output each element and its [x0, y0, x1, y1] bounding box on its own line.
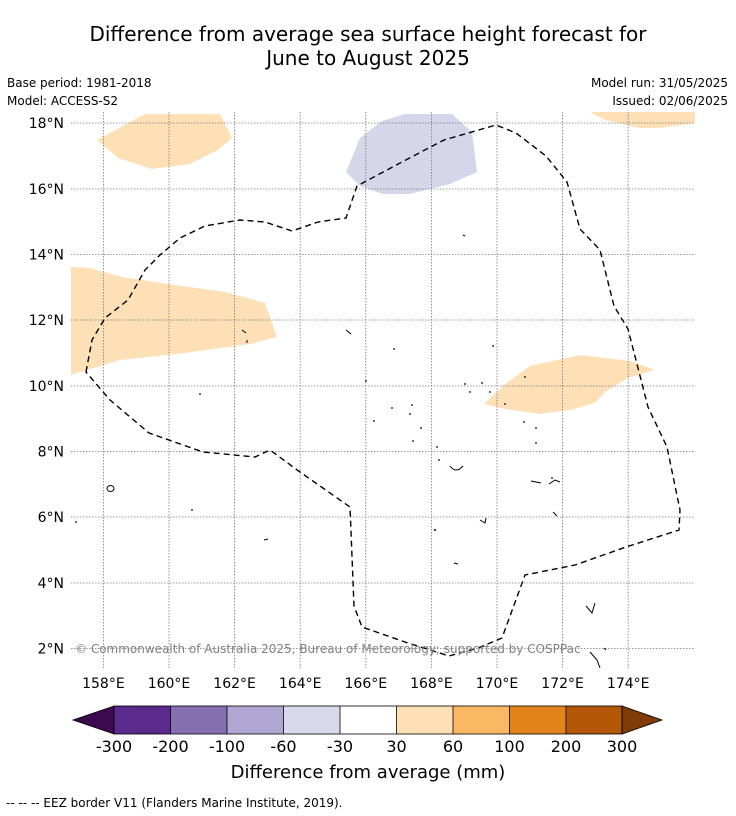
colorbar-bin [114, 706, 171, 734]
lon-label-168e: 168°E [410, 676, 453, 692]
meta-right: Model run: 31/05/2025 Issued: 02/06/2025 [591, 74, 728, 110]
anomaly-patch-positive-nw [97, 114, 232, 169]
map-area [71, 112, 695, 668]
colorbar-bin [396, 706, 453, 734]
lon-label-174e: 174°E [607, 676, 650, 692]
meta-left: Base period: 1981-2018 Model: ACCESS-S2 [7, 74, 152, 110]
island-ebon [603, 647, 607, 651]
colorbar-tick-label: 300 [607, 737, 638, 756]
colorbar-tick-label: -30 [327, 737, 353, 756]
lat-label-10n: 10°N [29, 379, 64, 395]
lon-label-166e: 166°E [345, 676, 388, 692]
colorbar-bin [283, 706, 340, 734]
colorbar-bin [566, 706, 622, 734]
colorbar-tick-label: 60 [443, 737, 463, 756]
eez-footnote: -- -- -- EEZ border V11 (Flanders Marine… [6, 796, 343, 810]
lat-label-4n: 4°N [38, 576, 64, 592]
island-kwajalein [530, 479, 561, 485]
lat-label-14n: 14°N [29, 248, 64, 264]
colorbar-tick-label: 30 [386, 737, 406, 756]
longitude-labels: 158°E 160°E 162°E 164°E 166°E 168°E 170°… [82, 676, 649, 692]
title-line-1: Difference from average sea surface heig… [89, 22, 647, 46]
island-maloelap [552, 511, 558, 517]
lat-label-2n: 2°N [38, 642, 64, 658]
lat-label-12n: 12°N [29, 313, 64, 329]
island-wotje [241, 329, 248, 343]
lat-label-6n: 6°N [38, 510, 64, 526]
copyright-notice: © Commonwealth of Australia 2025, Bureau… [75, 642, 581, 656]
chart-title: Difference from average sea surface heig… [0, 22, 736, 70]
anomaly-patch-positive-ne [590, 112, 695, 128]
graticule-latitude [71, 122, 695, 649]
colorbar-bin [453, 706, 510, 734]
anomaly-patch-positive-east [484, 355, 655, 414]
graticule-longitude [103, 112, 629, 668]
lon-label-170e: 170°E [476, 676, 519, 692]
colorbar-tick-label: 200 [551, 737, 582, 756]
colorbar-tick-label: -300 [96, 737, 132, 756]
colorbar: -300 -200 -100 -60 -30 30 60 100 200 300… [71, 705, 664, 783]
island-bikini [345, 329, 352, 335]
lat-label-8n: 8°N [38, 445, 64, 461]
colorbar-bin [509, 706, 566, 734]
latitude-labels: 18°N 16°N 14°N 12°N 10°N 8°N 6°N 4°N 2°N [29, 116, 64, 658]
island-mili [589, 651, 601, 668]
colorbar-ticks: -300 -200 -100 -60 -30 30 60 100 200 300 [96, 737, 637, 756]
colorbar-dividers [113, 705, 623, 735]
lon-label-172e: 172°E [541, 676, 584, 692]
colorbar-low-extend [71, 705, 115, 735]
island-ujae [449, 465, 464, 471]
lat-label-18n: 18°N [29, 116, 64, 132]
colorbar-bin [227, 706, 284, 734]
lon-label-162e: 162°E [213, 676, 256, 692]
colorbar-tick-label: -200 [152, 737, 188, 756]
model-name: Model: ACCESS-S2 [7, 94, 119, 108]
colorbar-bin [340, 706, 397, 734]
colorbar-tick-label: 100 [494, 737, 525, 756]
model-run: Model run: 31/05/2025 [590, 76, 728, 90]
colorbar-label: Difference from average (mm) [231, 762, 506, 783]
lon-label-164e: 164°E [279, 676, 322, 692]
title-line-2: June to August 2025 [266, 46, 470, 70]
island-kosrae [106, 485, 115, 492]
island-namorik [479, 517, 487, 524]
lat-label-16n: 16°N [29, 182, 64, 198]
island-enewetak [462, 234, 466, 237]
issued-date: Issued: 02/06/2025 [612, 94, 728, 108]
islands [106, 234, 607, 668]
lon-label-160e: 160°E [148, 676, 191, 692]
island-jaluit [585, 602, 596, 615]
anomaly-patch-positive-west [71, 267, 277, 375]
colorbar-high-extend [621, 705, 664, 735]
island-pingelap [263, 538, 269, 541]
colorbar-tick-label: -60 [270, 737, 296, 756]
base-period: Base period: 1981-2018 [7, 76, 152, 90]
lon-label-158e: 158°E [82, 676, 125, 692]
small-islets [75, 345, 553, 531]
island-lib [453, 562, 459, 565]
colorbar-bin [170, 706, 227, 734]
colorbar-tick-label: -100 [209, 737, 245, 756]
